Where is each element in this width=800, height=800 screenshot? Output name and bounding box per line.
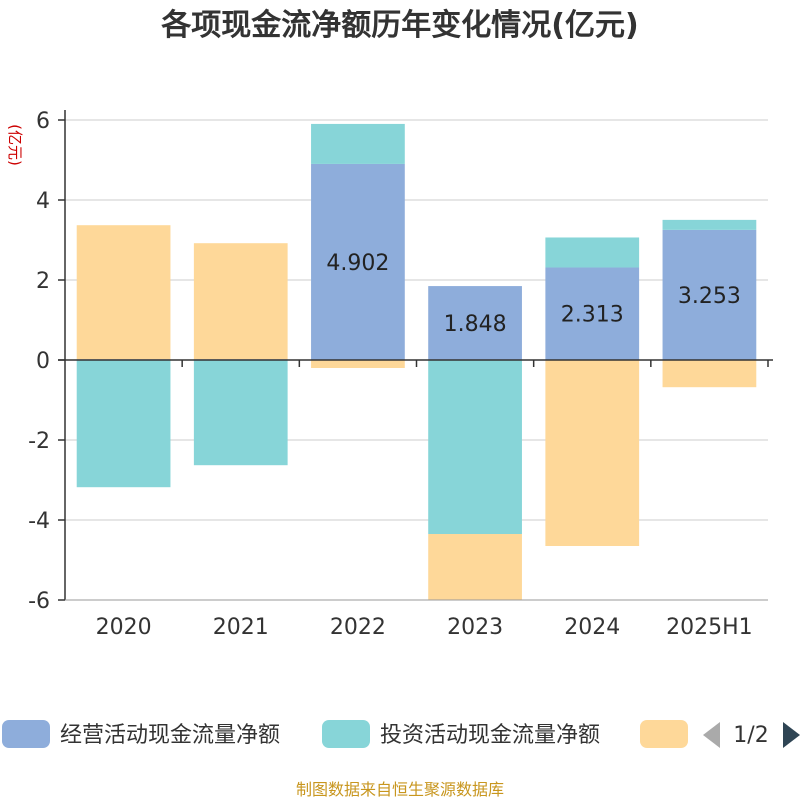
legend-swatch-1[interactable] bbox=[2, 720, 50, 748]
y-axis-unit: (亿元) bbox=[6, 124, 24, 166]
data-label-2022: 4.902 bbox=[326, 251, 389, 276]
y-tick-label: 0 bbox=[36, 349, 50, 374]
bar-group bbox=[76, 123, 757, 600]
x-tick-label: 2020 bbox=[96, 615, 152, 640]
bar-segment-2025H1-series-3 bbox=[662, 360, 757, 388]
y-tick-label: -2 bbox=[28, 429, 50, 454]
x-tick-label: 2022 bbox=[330, 615, 386, 640]
bar-segment-2022-series-1 bbox=[311, 163, 405, 360]
bar-segment-2020-series-2 bbox=[76, 360, 171, 488]
data-label-2024: 2.313 bbox=[561, 303, 624, 328]
legend-swatch-2[interactable] bbox=[322, 720, 370, 748]
source-note: 制图数据来自恒生聚源数据库 bbox=[296, 780, 504, 799]
legend-label-1[interactable]: 经营活动现金流量净额 bbox=[60, 723, 280, 748]
data-label-2023: 1.848 bbox=[444, 312, 507, 337]
bar-segment-2023-series-3 bbox=[428, 534, 522, 600]
legend-page-indicator: 1/2 bbox=[733, 723, 768, 748]
legend-swatch-3[interactable] bbox=[640, 720, 688, 748]
bar-segment-2022-series-2 bbox=[311, 123, 405, 164]
x-tick-label: 2021 bbox=[213, 615, 269, 640]
legend-label-2[interactable]: 投资活动现金流量净额 bbox=[380, 723, 600, 748]
bar-segment-2025H1-series-1 bbox=[662, 229, 757, 360]
data-label-2025H1: 3.253 bbox=[678, 284, 741, 309]
bar-segment-2021-series-3 bbox=[193, 243, 288, 360]
chart-title: 各项现金流净额历年变化情况(亿元) bbox=[160, 8, 638, 43]
bar-segment-2024-series-1 bbox=[545, 267, 640, 360]
x-tick-label: 2024 bbox=[564, 615, 620, 640]
x-tick-label: 2023 bbox=[447, 615, 503, 640]
legend-prev-icon[interactable] bbox=[703, 722, 720, 748]
data-labels: 4.902 1.848 2.313 3.253 bbox=[326, 251, 740, 337]
y-tick-label: 6 bbox=[36, 109, 50, 134]
axes bbox=[58, 110, 773, 601]
bar-segment-2022-series-3 bbox=[311, 360, 405, 368]
x-tick-label: 2025H1 bbox=[666, 615, 753, 640]
y-tick-label: 4 bbox=[36, 189, 50, 214]
legend: 经营活动现金流量净额 投资活动现金流量净额 1/2 bbox=[2, 720, 800, 748]
y-tick-label: 2 bbox=[36, 269, 50, 294]
bar-segment-2020-series-3 bbox=[76, 225, 171, 360]
tick-labels: -6 -4 -2 0 2 4 6 2020 2021 2022 2023 2024 2025H1 bbox=[28, 109, 753, 640]
bar-segment-2024-series-3 bbox=[545, 360, 640, 546]
bar-segment-2024-series-2 bbox=[545, 237, 640, 268]
legend-next-icon[interactable] bbox=[783, 722, 800, 748]
bar-segment-2023-series-2 bbox=[428, 360, 522, 534]
bar-segment-2021-series-2 bbox=[193, 360, 288, 466]
bar-segment-2023-series-1 bbox=[428, 286, 522, 360]
y-tick-label: -4 bbox=[28, 509, 50, 534]
y-tick-label: -6 bbox=[28, 589, 50, 614]
bar-segment-2025H1-series-2 bbox=[662, 219, 757, 230]
